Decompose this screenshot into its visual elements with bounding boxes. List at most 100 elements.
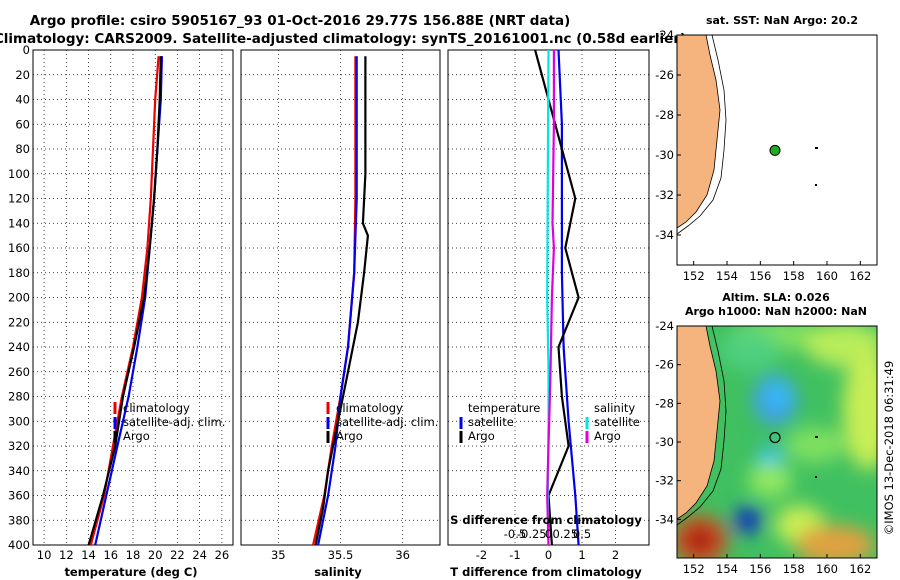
island [815,476,817,478]
map-x-tick-label: 160 [816,269,838,283]
x-tick-label: 35.5 [328,548,354,562]
land-mass [677,35,721,229]
legend-t-argo: Argo [468,429,495,443]
salinity-plot: 35 35.5 36 [241,49,440,562]
map-x-tick-label: 158 [783,562,805,576]
title-line1: Argo profile: csiro 5905167_93 01-Oct-20… [30,13,571,29]
title-line2: Climatology: CARS2009. Satellite-adjuste… [0,31,686,47]
series-line [314,56,369,546]
y-tick-label: 360 [8,489,30,503]
x-tick-label: 36 [395,548,410,562]
series-line [534,49,580,546]
x-tick-label: 18 [126,548,141,562]
sla-map-ticks: 152 154 156 158 160 162 -24 -26 -28 -30 -32 -34 [655,319,871,576]
legend-climatology: climatology [336,401,403,415]
y-tick-label: 200 [8,291,30,305]
x-tick-label: 20 [148,548,163,562]
s-tick-label: -0.5 [504,527,526,541]
x-tick-label: 24 [192,548,207,562]
shelf-contour [677,35,727,235]
sla-map [677,326,877,558]
y-tick-label: 400 [8,538,30,552]
legend-satellite-adj: satellite-adj. clim. [123,415,225,429]
y-tick-label: 340 [8,464,30,478]
island [815,436,818,438]
x-tick-label: 35 [271,548,286,562]
y-tick-label: 80 [15,142,30,156]
x-tick-label: 0 [545,548,552,562]
s-tick-label: -0.25 [517,527,547,541]
argo-position-marker [769,144,781,156]
y-tick-label: 0 [23,43,30,57]
y-tick-label: 300 [8,414,30,428]
legend-t-satellite: satellite [468,415,514,429]
x-tick-label: 1 [578,548,585,562]
y-tick-label: 220 [8,315,30,329]
y-tick-label: 240 [8,340,30,354]
argo-position-marker [769,431,781,444]
y-tick-label: 260 [8,365,30,379]
x-tick-label: 2 [612,548,619,562]
map-x-tick-label: 154 [716,562,738,576]
shelf-contour [677,326,727,526]
legend-s-satellite: satellite [594,415,640,429]
sst-map-ticks: 152 154 156 158 160 162 -24 -26 -28 -30 -32 -34 [655,28,871,283]
sla-map-title: Altim. SLA: 0.026 [722,291,830,304]
map-x-tick-label: 160 [816,562,838,576]
salinity-xlabel: salinity [314,565,362,579]
legend-argo: Argo [336,429,363,443]
map-x-tick-label: 158 [783,269,805,283]
legend-s-argo: Argo [594,429,621,443]
y-tick-label: 40 [15,93,30,107]
y-tick-label: 120 [8,192,30,206]
legend-climatology: climatology [123,401,190,415]
legend-salinity-title: salinity [594,401,635,415]
y-tick-label: 280 [8,390,30,404]
island [815,147,818,149]
y-tick-label: 140 [8,216,30,230]
map-y-tick-label: -34 [655,512,674,526]
x-tick-label: 22 [170,548,185,562]
series-line [557,49,580,546]
y-tick-label: 320 [8,439,30,453]
map-y-tick-label: -32 [655,474,674,488]
series-line [87,56,162,546]
difference-plot: -2 -1 0 1 2 [448,49,649,562]
map-x-tick-label: 154 [716,269,738,283]
map-y-tick-label: -28 [655,108,674,122]
y-tick-label: 160 [8,241,30,255]
temperature-legend: climatology satellite-adj. clim. Argo [113,401,225,443]
map-y-tick-label: -30 [655,435,674,449]
x-tick-label: -2 [476,548,487,562]
sla-map-subtitle: Argo h1000: NaN h2000: NaN [685,305,867,318]
s-difference-ticks: -0.5-0.250 0.250.5 [504,527,591,541]
map-y-tick-label: -26 [655,68,674,82]
legend-temperature-title: temperature [468,401,540,415]
s-tick-label: 0 [545,527,552,541]
y-tick-label: 60 [15,117,30,131]
y-tick-label: 380 [8,513,30,527]
difference-top-xlabel: S difference from climatology [450,513,642,527]
sst-map-title: sat. SST: NaN Argo: 20.2 [706,14,858,27]
difference-xlabel: T difference from climatology [450,565,642,579]
s-tick-label: 0.25 [552,527,578,541]
map-x-tick-label: 152 [683,562,705,576]
s-tick-label: 0.5 [573,527,591,541]
map-y-tick-label: -30 [655,148,674,162]
island [815,184,817,186]
map-x-tick-label: 162 [849,269,871,283]
x-tick-label: 10 [37,548,52,562]
sla-field [677,326,877,558]
credit-text: ©IMOS 13-Dec-2018 06:31:49 [882,361,896,536]
legend-satellite-adj: satellite-adj. clim. [336,415,438,429]
difference-legend: temperature satellite Argo salinity sate… [459,401,640,443]
map-x-tick-label: 162 [849,562,871,576]
x-tick-label: 14 [81,548,96,562]
map-y-tick-label: -34 [655,228,674,242]
legend-argo: Argo [123,429,150,443]
x-tick-label: 26 [215,548,230,562]
map-x-tick-label: 152 [683,269,705,283]
series-line [546,50,556,546]
x-tick-label: 16 [103,548,118,562]
